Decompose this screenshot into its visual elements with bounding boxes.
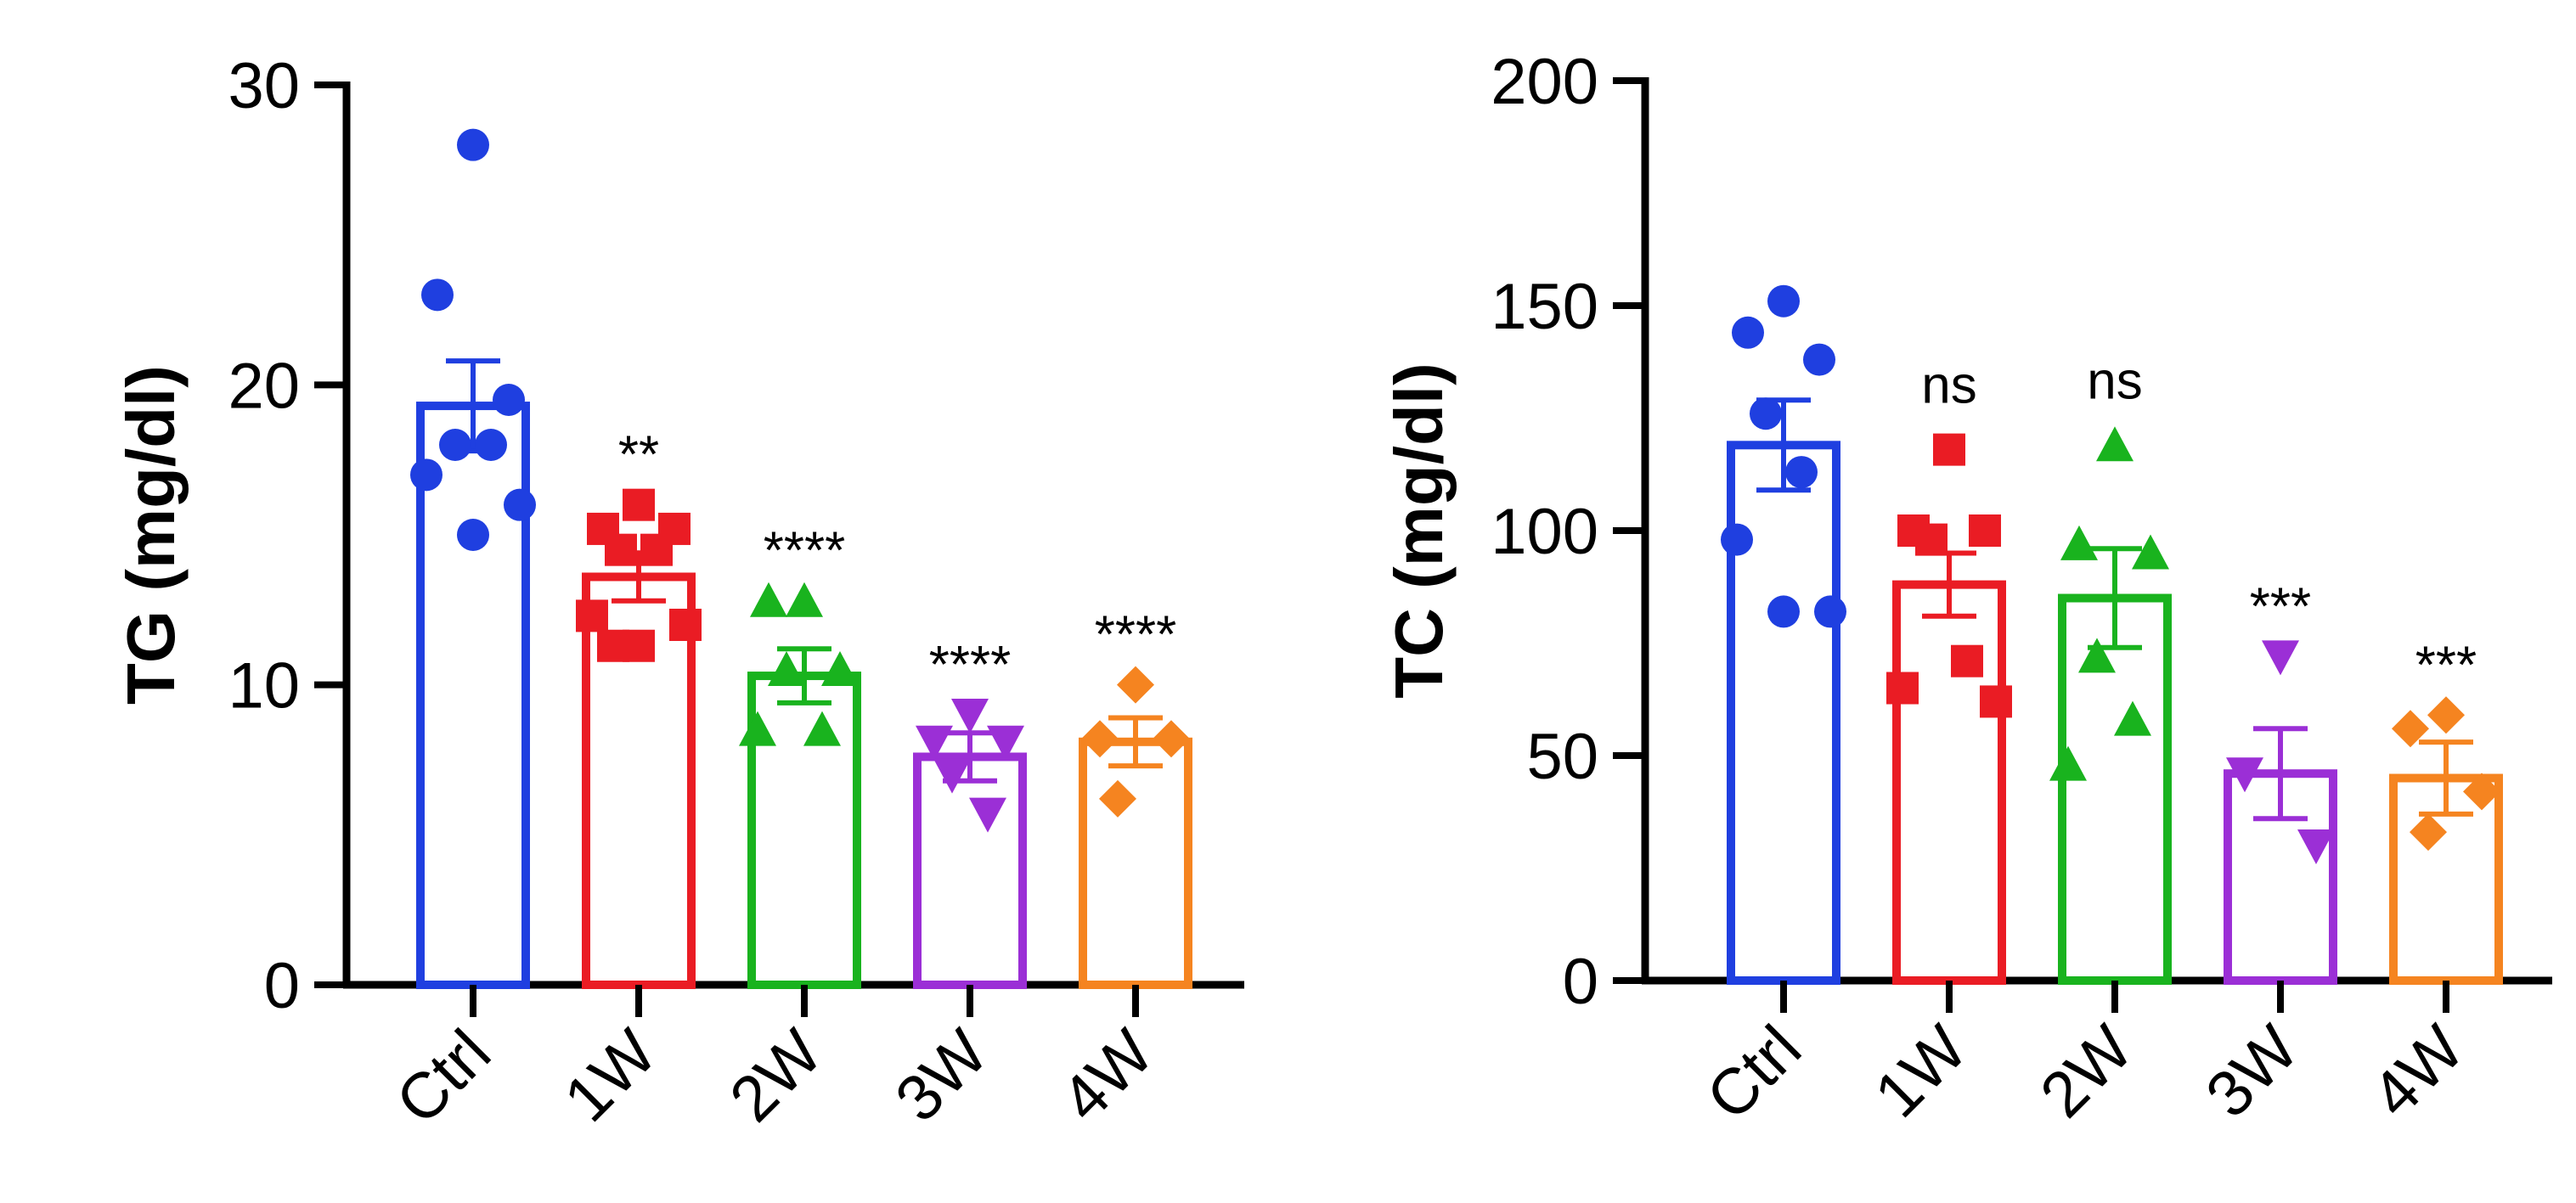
tg-category-label: Ctrl: [382, 1016, 504, 1138]
tc-data-point: [2392, 710, 2429, 748]
tg-significance-label: ****: [929, 636, 1012, 694]
tc-data-point: [2096, 426, 2134, 462]
tg-data-point: [951, 699, 989, 734]
tg-data-point: [640, 533, 673, 566]
tc-data-point: [2114, 700, 2151, 736]
tg-significance-label: **: [618, 426, 659, 485]
tg-category-label: 2W: [716, 1016, 836, 1136]
tc-data-point: [1732, 316, 1764, 349]
tc-y-tick-label: 50: [1526, 721, 1598, 793]
tc-data-point: [1803, 343, 1835, 376]
tc-category-label: Ctrl: [1693, 1012, 1815, 1134]
tc-y-tick-label: 150: [1491, 271, 1598, 343]
tc-data-point: [2262, 640, 2299, 676]
tc-data-point: [1785, 456, 1818, 489]
tg-data-point: [597, 629, 629, 662]
tc-data-point: [2060, 525, 2098, 560]
tc-data-point: [1767, 595, 1800, 628]
tg-data-point: [1117, 666, 1154, 704]
tc-significance-label: ***: [2250, 577, 2311, 636]
tc-significance-label: ns: [2087, 351, 2142, 410]
tg-data-point: [1081, 720, 1119, 758]
tc-data-point: [1750, 397, 1782, 430]
tc-data-point: [1969, 514, 2001, 547]
tc-category-label: 4W: [2358, 1012, 2477, 1132]
tg-data-point: [821, 651, 859, 686]
tg-data-point: [669, 609, 702, 641]
tg-data-point: [750, 582, 787, 617]
tg-chart-panel: TG (mg/dl) 0 10 20 30 Ctrl 1W ** 2W **** 3W **** 4W…: [113, 50, 1244, 1138]
tc-data-point: [2226, 757, 2263, 793]
tg-data-point: [1153, 720, 1190, 758]
tg-y-axis-title: TG (mg/dl): [113, 365, 189, 705]
tc-significance-label: ***: [2415, 636, 2477, 694]
tg-y-tick-label: 10: [228, 650, 300, 722]
tc-data-point: [1980, 685, 2012, 718]
tg-bar-4w: [1079, 737, 1192, 989]
tg-y-tick-label: 30: [228, 50, 300, 122]
tg-data-point: [969, 797, 1006, 833]
tc-y-tick-label: 100: [1491, 496, 1598, 568]
tg-category-label: 3W: [882, 1016, 1001, 1136]
tg-category-label: 4W: [1047, 1016, 1167, 1136]
tg-data-point: [439, 429, 471, 461]
tg-y-tick-label: 20: [228, 350, 300, 422]
tg-significance-label: ****: [1095, 606, 1177, 665]
tc-data-point: [2427, 696, 2465, 734]
tc-y-tick-label: 0: [1563, 946, 1598, 1018]
tc-data-point: [1915, 523, 1948, 556]
tc-data-point: [2132, 534, 2169, 570]
tg-bar-2w: [747, 672, 861, 989]
tg-data-point: [786, 582, 823, 617]
tg-data-point: [739, 711, 776, 746]
tg-data-point: [1099, 779, 1136, 818]
tg-data-point: [504, 488, 536, 521]
tc-chart-panel: TC (mg/dl) 0 50 100 150 200 Ctrl 1W ns 2W ns 3W ***…: [1381, 46, 2552, 1134]
tc-significance-label: ns: [1921, 357, 1976, 415]
tc-data-point: [1886, 672, 1919, 705]
tc-y-tick-label: 200: [1491, 46, 1598, 118]
tg-significance-label: ****: [764, 522, 846, 581]
tg-data-point: [576, 599, 608, 632]
tg-data-point: [605, 533, 637, 566]
tg-data-point: [421, 278, 454, 312]
tc-y-axis-title: TC (mg/dl): [1381, 363, 1457, 698]
tg-data-point: [987, 725, 1024, 761]
tc-data-point: [2297, 829, 2335, 864]
tc-data-point: [2049, 745, 2087, 781]
tc-bar-ctrl: [1727, 441, 1840, 985]
tc-category-label: 3W: [2192, 1012, 2312, 1132]
tg-data-point: [933, 758, 971, 794]
tg-data-point: [623, 488, 655, 521]
tg-data-point: [457, 519, 489, 551]
tg-category-label: 1W: [550, 1016, 670, 1136]
tg-data-point: [410, 458, 442, 492]
tg-bar-3w: [913, 752, 1027, 989]
tg-data-point: [803, 711, 841, 746]
tg-data-point: [457, 128, 489, 161]
tc-data-point: [2410, 813, 2447, 852]
tc-data-point: [2078, 638, 2116, 673]
tc-bar-1w: [1892, 580, 2006, 985]
tg-data-point: [475, 429, 507, 461]
tg-data-point: [493, 384, 525, 416]
tc-data-point: [1933, 433, 1965, 466]
tc-data-point: [1951, 644, 1983, 677]
tc-data-point: [1767, 284, 1800, 318]
tc-category-label: 1W: [1861, 1012, 1981, 1132]
tg-data-point: [916, 725, 953, 761]
tg-data-point: [768, 651, 805, 686]
tc-data-point: [1814, 595, 1846, 628]
tc-bar-2w: [2058, 593, 2172, 985]
tc-category-label: 2W: [2026, 1012, 2146, 1132]
tc-data-point: [1721, 523, 1753, 556]
tc-data-point: [2463, 773, 2500, 811]
tg-y-tick-label: 0: [264, 950, 300, 1022]
